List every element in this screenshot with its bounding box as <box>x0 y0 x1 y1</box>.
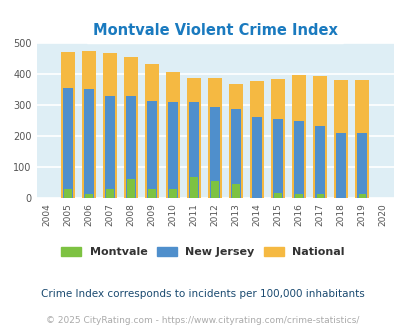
Bar <box>168 102 178 198</box>
Bar <box>169 189 177 198</box>
Bar <box>209 108 220 198</box>
Bar <box>295 194 302 198</box>
Bar <box>61 52 75 198</box>
Bar <box>187 78 200 198</box>
Bar <box>334 80 347 198</box>
Bar <box>145 64 159 198</box>
Bar <box>64 189 72 198</box>
Bar <box>84 89 94 198</box>
Bar <box>293 121 304 198</box>
Bar <box>189 102 199 198</box>
Bar <box>292 75 305 198</box>
Bar <box>358 194 365 198</box>
Bar <box>316 194 323 198</box>
Bar <box>273 119 283 198</box>
Bar <box>63 88 73 198</box>
Legend: Montvale, New Jersey, National: Montvale, New Jersey, National <box>56 243 349 262</box>
Bar <box>126 96 136 198</box>
Bar <box>103 53 117 198</box>
Bar <box>148 189 156 198</box>
Bar <box>335 133 345 198</box>
Bar <box>147 101 157 198</box>
Bar <box>105 96 115 198</box>
Bar <box>252 117 262 198</box>
Text: © 2025 CityRating.com - https://www.cityrating.com/crime-statistics/: © 2025 CityRating.com - https://www.city… <box>46 316 359 325</box>
Bar <box>124 57 138 198</box>
Bar <box>85 194 93 198</box>
Bar <box>356 133 367 198</box>
Bar <box>208 78 222 198</box>
Bar <box>190 177 197 198</box>
Bar <box>271 79 284 198</box>
Bar <box>274 193 281 198</box>
Bar <box>313 76 326 198</box>
Bar <box>355 81 368 198</box>
Bar <box>250 81 263 198</box>
Text: Crime Index corresponds to incidents per 100,000 inhabitants: Crime Index corresponds to incidents per… <box>41 289 364 299</box>
Bar <box>166 72 179 198</box>
Bar <box>106 189 113 198</box>
Bar <box>230 109 241 198</box>
Bar <box>229 84 243 198</box>
Bar <box>127 180 134 198</box>
Bar <box>211 181 218 198</box>
Bar <box>82 51 96 198</box>
Title: Montvale Violent Crime Index: Montvale Violent Crime Index <box>92 22 337 38</box>
Bar <box>232 184 239 198</box>
Bar <box>314 126 324 198</box>
